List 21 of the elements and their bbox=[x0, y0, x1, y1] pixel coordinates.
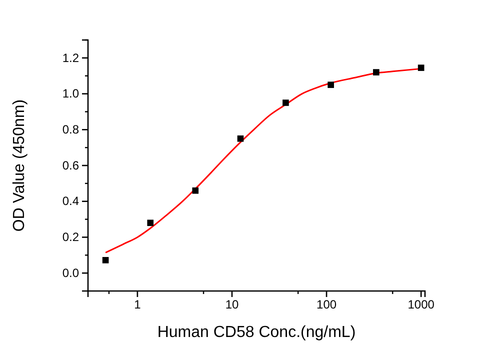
point bbox=[418, 64, 424, 71]
y-tick-label: 0.8 bbox=[62, 122, 80, 136]
point bbox=[373, 69, 380, 76]
point bbox=[102, 257, 109, 264]
x-axis-title: Human CD58 Conc.(ng/mL) bbox=[157, 324, 356, 341]
x-tick-label: 1 bbox=[134, 298, 142, 312]
x-tick-label: 10 bbox=[225, 298, 239, 312]
y-tick-label: 1.2 bbox=[62, 50, 80, 65]
point bbox=[192, 187, 199, 194]
y-axis-title: OD Value (450nm) bbox=[11, 99, 28, 232]
y-tick-label: 0.4 bbox=[62, 194, 80, 208]
y-tick-label: 0.0 bbox=[62, 266, 80, 280]
y-tick-label: 1.0 bbox=[62, 86, 80, 101]
y-tick-label: 0.2 bbox=[62, 230, 80, 244]
point bbox=[147, 220, 154, 226]
x-tick-label: 1000 bbox=[408, 298, 435, 312]
point bbox=[282, 100, 289, 106]
x-tick-label: 100 bbox=[316, 298, 337, 312]
y-tick-label: 0.6 bbox=[62, 158, 80, 172]
point bbox=[328, 82, 334, 88]
point bbox=[237, 135, 244, 142]
